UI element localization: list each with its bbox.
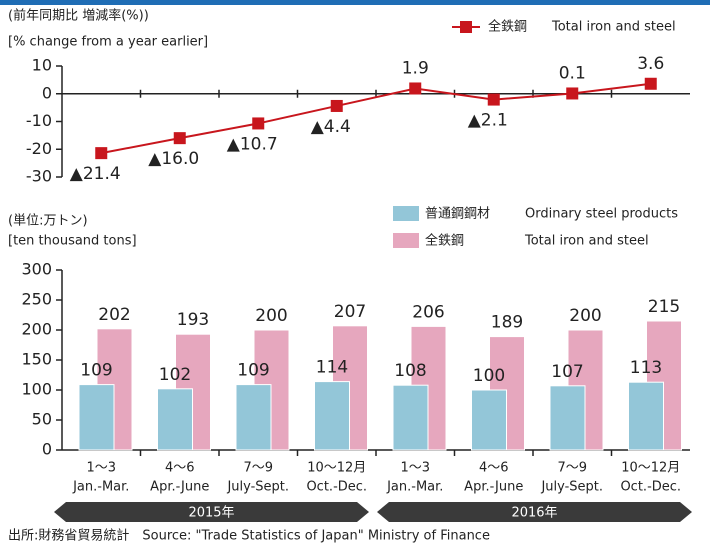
x-tick-label-en: Oct.-Dec.: [306, 480, 367, 495]
legend-swatch: [393, 233, 419, 248]
line: [101, 82, 651, 155]
x-tick-label: 1〜3: [86, 461, 116, 476]
legend-label: 普通鋼鋼材: [425, 207, 490, 222]
x-tick-label-en: July-Sept.: [540, 480, 603, 495]
value-label: 109: [80, 361, 112, 381]
bar: [392, 384, 429, 451]
value-label: 215: [648, 297, 680, 317]
y-tick-label: 50: [32, 410, 52, 429]
y-tick-label: 0: [42, 83, 52, 102]
point: [173, 132, 186, 145]
bar-ylabel: (単位:万トン): [8, 213, 88, 229]
line-ylabel: (前年同期比 増減率(%)): [8, 8, 149, 24]
x-tick-label-en: Apr.-June: [150, 480, 209, 495]
legend-label-en: Ordinary steel products: [525, 207, 678, 222]
value-label: 202: [98, 305, 130, 325]
value-label: 114: [316, 358, 348, 378]
y-tick-label: 300: [21, 260, 52, 279]
x-tick-label: 10〜12月: [621, 461, 680, 476]
value-label: ▲10.7: [227, 134, 278, 154]
value-label: 200: [255, 306, 287, 326]
bar-ylabel-en: [ten thousand tons]: [8, 234, 137, 249]
bar: [628, 381, 664, 451]
bar: [314, 381, 350, 451]
x-tick-label-en: Jan.-Mar.: [386, 480, 443, 495]
value-label: 109: [237, 361, 269, 381]
value-label: 207: [334, 302, 366, 322]
legend-swatch: [393, 206, 419, 221]
y-tick-label: -10: [26, 111, 52, 130]
x-tick-label-en: Apr.-June: [464, 480, 523, 495]
x-tick-label-en: July-Sept.: [226, 480, 289, 495]
point: [95, 147, 108, 160]
value-label: 108: [394, 361, 426, 381]
value-label: ▲21.4: [70, 164, 121, 184]
y-tick-label: -20: [26, 139, 52, 158]
year-arrow: [377, 502, 692, 522]
value-label: 107: [551, 362, 583, 382]
source: 出所:財務省貿易統計 Source: "Trade Statistics of …: [8, 528, 490, 544]
legend-label: 全鉄鋼: [488, 19, 527, 35]
y-tick-label: 250: [21, 290, 52, 309]
value-label: 200: [569, 306, 601, 326]
y-tick-label: 10: [32, 56, 52, 75]
point: [409, 82, 422, 95]
point: [487, 93, 500, 106]
year-arrow: [54, 502, 369, 522]
x-tick-label: 4〜6: [165, 461, 195, 476]
x-tick-label: 7〜9: [243, 461, 273, 476]
year-label: 2015年: [188, 506, 234, 521]
header-strip: [0, 0, 710, 5]
y-tick-label: 150: [21, 350, 52, 369]
value-label: 0.1: [559, 63, 586, 83]
value-label: ▲16.0: [148, 149, 199, 169]
x-tick-label-en: Jan.-Mar.: [72, 480, 129, 495]
value-label: 102: [159, 365, 191, 385]
point: [566, 87, 579, 100]
legend-marker: [460, 21, 472, 33]
legend-label: 全鉄鋼: [425, 233, 464, 249]
value-label: 113: [630, 358, 662, 378]
x-tick-label: 10〜12月: [307, 461, 366, 476]
value-label: 3.6: [637, 54, 664, 74]
legend-label-en: Total iron and steel: [551, 20, 676, 35]
y-tick-label: 200: [21, 320, 52, 339]
value-label: ▲2.1: [468, 111, 508, 131]
bar: [471, 389, 507, 451]
value-label: ▲4.4: [311, 117, 351, 137]
legend-label-en: Total iron and steel: [524, 234, 649, 249]
point: [330, 99, 343, 112]
value-label: 100: [473, 366, 505, 386]
y-tick-label: 0: [42, 440, 52, 459]
bar: [235, 384, 272, 451]
line-ylabel-en: [% change from a year earlier]: [8, 35, 208, 50]
point: [644, 77, 657, 90]
x-tick-label: 1〜3: [400, 461, 430, 476]
x-tick-label: 4〜6: [479, 461, 509, 476]
point: [252, 117, 265, 130]
x-tick-label: 7〜9: [557, 461, 587, 476]
bar: [549, 385, 586, 451]
bar: [78, 384, 115, 451]
year-label: 2016年: [511, 506, 557, 521]
y-tick-label: 100: [21, 380, 52, 399]
bar: [157, 388, 193, 451]
value-label: 1.9: [402, 58, 429, 78]
value-label: 193: [177, 310, 209, 330]
x-tick-label-en: Oct.-Dec.: [620, 480, 681, 495]
y-tick-label: -30: [26, 167, 52, 186]
value-label: 189: [491, 313, 523, 333]
value-label: 206: [412, 302, 444, 322]
